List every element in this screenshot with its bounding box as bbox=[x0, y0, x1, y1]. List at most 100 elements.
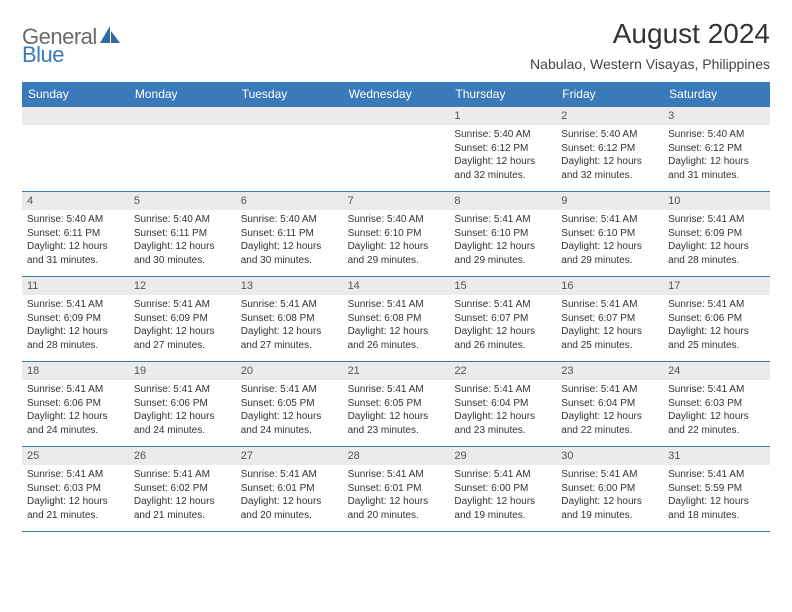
daylight-text: Daylight: 12 hours and 29 minutes. bbox=[348, 240, 445, 267]
day-number: 30 bbox=[556, 447, 663, 465]
day-header-saturday: Saturday bbox=[663, 82, 770, 106]
sunset-text: Sunset: 6:05 PM bbox=[348, 397, 445, 411]
day-cell: 24Sunrise: 5:41 AMSunset: 6:03 PMDayligh… bbox=[663, 362, 770, 446]
sunrise-text: Sunrise: 5:41 AM bbox=[668, 468, 765, 482]
day-details: Sunrise: 5:41 AMSunset: 6:01 PMDaylight:… bbox=[343, 465, 450, 526]
day-details: Sunrise: 5:41 AMSunset: 6:09 PMDaylight:… bbox=[22, 295, 129, 356]
sunset-text: Sunset: 6:06 PM bbox=[134, 397, 231, 411]
day-number: 23 bbox=[556, 362, 663, 380]
daylight-text: Daylight: 12 hours and 24 minutes. bbox=[241, 410, 338, 437]
day-details: Sunrise: 5:41 AMSunset: 6:05 PMDaylight:… bbox=[236, 380, 343, 441]
day-number: 9 bbox=[556, 192, 663, 210]
daylight-text: Daylight: 12 hours and 21 minutes. bbox=[27, 495, 124, 522]
day-number: 28 bbox=[343, 447, 450, 465]
day-number: 12 bbox=[129, 277, 236, 295]
day-cell: 23 Sunrise: 5:41 AMSunset: 6:04 PMDayligh… bbox=[556, 362, 663, 446]
day-cell: 14Sunrise: 5:41 AMSunset: 6:08 PMDayligh… bbox=[343, 277, 450, 361]
day-cell: 1Sunrise: 5:40 AMSunset: 6:12 PMDaylight… bbox=[449, 107, 556, 191]
day-cell: 30Sunrise: 5:41 AMSunset: 6:00 PMDayligh… bbox=[556, 447, 663, 531]
daylight-text: Daylight: 12 hours and 20 minutes. bbox=[241, 495, 338, 522]
location: Nabulao, Western Visayas, Philippines bbox=[530, 56, 770, 72]
day-details: Sunrise: 5:41 AMSunset: 6:10 PMDaylight:… bbox=[556, 210, 663, 271]
day-details: Sunrise: 5:40 AMSunset: 6:10 PMDaylight:… bbox=[343, 210, 450, 271]
sunrise-text: Sunrise: 5:41 AM bbox=[241, 468, 338, 482]
daylight-text: Daylight: 12 hours and 32 minutes. bbox=[454, 155, 551, 182]
day-number: 22 bbox=[449, 362, 556, 380]
day-cell: 10Sunrise: 5:41 AMSunset: 6:09 PMDayligh… bbox=[663, 192, 770, 276]
sunset-text: Sunset: 6:08 PM bbox=[241, 312, 338, 326]
day-cell: 9Sunrise: 5:41 AMSunset: 6:10 PMDaylight… bbox=[556, 192, 663, 276]
day-details: Sunrise: 5:41 AMSunset: 6:09 PMDaylight:… bbox=[129, 295, 236, 356]
sunset-text: Sunset: 6:09 PM bbox=[27, 312, 124, 326]
sunrise-text: Sunrise: 5:41 AM bbox=[561, 383, 658, 397]
day-cell: 12Sunrise: 5:41 AMSunset: 6:09 PMDayligh… bbox=[129, 277, 236, 361]
day-number bbox=[129, 107, 236, 125]
sunrise-text: Sunrise: 5:41 AM bbox=[348, 468, 445, 482]
sunrise-text: Sunrise: 5:40 AM bbox=[561, 128, 658, 142]
daylight-text: Daylight: 12 hours and 31 minutes. bbox=[668, 155, 765, 182]
day-number: 17 bbox=[663, 277, 770, 295]
daylight-text: Daylight: 12 hours and 32 minutes. bbox=[561, 155, 658, 182]
sunset-text: Sunset: 6:12 PM bbox=[668, 142, 765, 156]
sunrise-text: Sunrise: 5:40 AM bbox=[348, 213, 445, 227]
sunset-text: Sunset: 6:01 PM bbox=[348, 482, 445, 496]
day-header-row: Sunday Monday Tuesday Wednesday Thursday… bbox=[22, 82, 770, 106]
day-number: 4 bbox=[22, 192, 129, 210]
sunset-text: Sunset: 6:04 PM bbox=[561, 397, 658, 411]
day-details: Sunrise: 5:41 AMSunset: 6:08 PMDaylight:… bbox=[236, 295, 343, 356]
sunrise-text: Sunrise: 5:41 AM bbox=[241, 298, 338, 312]
daylight-text: Daylight: 12 hours and 31 minutes. bbox=[27, 240, 124, 267]
day-details: Sunrise: 5:41 AMSunset: 6:00 PMDaylight:… bbox=[556, 465, 663, 526]
sunset-text: Sunset: 6:10 PM bbox=[561, 227, 658, 241]
day-cell bbox=[129, 107, 236, 191]
day-number: 10 bbox=[663, 192, 770, 210]
daylight-text: Daylight: 12 hours and 22 minutes. bbox=[561, 410, 658, 437]
day-details: Sunrise: 5:40 AMSunset: 6:12 PMDaylight:… bbox=[449, 125, 556, 186]
day-details: Sunrise: 5:41 AMSunset: 6:07 PMDaylight:… bbox=[449, 295, 556, 356]
daylight-text: Daylight: 12 hours and 30 minutes. bbox=[241, 240, 338, 267]
day-details: Sunrise: 5:41 AMSunset: 6:07 PMDaylight:… bbox=[556, 295, 663, 356]
sunset-text: Sunset: 6:00 PM bbox=[454, 482, 551, 496]
sunset-text: Sunset: 6:01 PM bbox=[241, 482, 338, 496]
day-details: Sunrise: 5:41 AMSunset: 5:59 PMDaylight:… bbox=[663, 465, 770, 526]
day-cell: 6Sunrise: 5:40 AMSunset: 6:11 PMDaylight… bbox=[236, 192, 343, 276]
sunrise-text: Sunrise: 5:41 AM bbox=[454, 213, 551, 227]
day-number: 31 bbox=[663, 447, 770, 465]
sunset-text: Sunset: 6:06 PM bbox=[27, 397, 124, 411]
week-row: 25Sunrise: 5:41 AMSunset: 6:03 PMDayligh… bbox=[22, 446, 770, 532]
sunset-text: Sunset: 6:02 PM bbox=[134, 482, 231, 496]
day-details: Sunrise: 5:41 AMSunset: 6:03 PMDaylight:… bbox=[22, 465, 129, 526]
sunset-text: Sunset: 6:12 PM bbox=[561, 142, 658, 156]
day-number: 7 bbox=[343, 192, 450, 210]
day-cell: 4Sunrise: 5:40 AMSunset: 6:11 PMDaylight… bbox=[22, 192, 129, 276]
day-header-thursday: Thursday bbox=[449, 82, 556, 106]
sunrise-text: Sunrise: 5:41 AM bbox=[134, 468, 231, 482]
day-number: 16 bbox=[556, 277, 663, 295]
day-number: 1 bbox=[449, 107, 556, 125]
day-details: Sunrise: 5:40 AMSunset: 6:11 PMDaylight:… bbox=[236, 210, 343, 271]
sunrise-text: Sunrise: 5:41 AM bbox=[668, 213, 765, 227]
day-details: Sunrise: 5:40 AMSunset: 6:11 PMDaylight:… bbox=[22, 210, 129, 271]
sunrise-text: Sunrise: 5:40 AM bbox=[27, 213, 124, 227]
day-number: 6 bbox=[236, 192, 343, 210]
sunset-text: Sunset: 6:03 PM bbox=[668, 397, 765, 411]
calendar: Sunday Monday Tuesday Wednesday Thursday… bbox=[22, 82, 770, 532]
day-cell: 17Sunrise: 5:41 AMSunset: 6:06 PMDayligh… bbox=[663, 277, 770, 361]
day-number: 8 bbox=[449, 192, 556, 210]
sunset-text: Sunset: 6:09 PM bbox=[668, 227, 765, 241]
day-details: Sunrise: 5:41 AMSunset: 6:06 PMDaylight:… bbox=[129, 380, 236, 441]
daylight-text: Daylight: 12 hours and 26 minutes. bbox=[454, 325, 551, 352]
day-cell: 26Sunrise: 5:41 AMSunset: 6:02 PMDayligh… bbox=[129, 447, 236, 531]
day-cell: 13Sunrise: 5:41 AMSunset: 6:08 PMDayligh… bbox=[236, 277, 343, 361]
day-cell: 19Sunrise: 5:41 AMSunset: 6:06 PMDayligh… bbox=[129, 362, 236, 446]
day-number: 2 bbox=[556, 107, 663, 125]
day-number: 15 bbox=[449, 277, 556, 295]
sunset-text: Sunset: 6:09 PM bbox=[134, 312, 231, 326]
day-number: 29 bbox=[449, 447, 556, 465]
sunrise-text: Sunrise: 5:41 AM bbox=[27, 383, 124, 397]
day-details: Sunrise: 5:41 AMSunset: 6:06 PMDaylight:… bbox=[663, 295, 770, 356]
sunrise-text: Sunrise: 5:41 AM bbox=[454, 468, 551, 482]
sunrise-text: Sunrise: 5:40 AM bbox=[241, 213, 338, 227]
day-details: Sunrise: 5:41 AMSunset: 6:05 PMDaylight:… bbox=[343, 380, 450, 441]
sunrise-text: Sunrise: 5:41 AM bbox=[348, 383, 445, 397]
